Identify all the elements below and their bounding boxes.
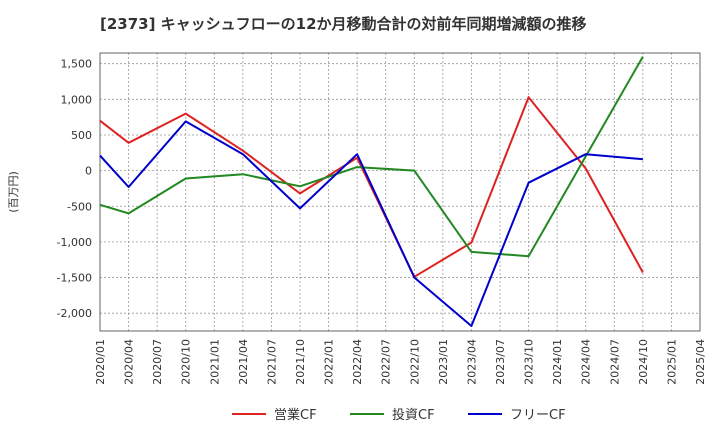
y-tick-label: -1,500 [57,272,92,285]
x-tick-label: 2021/04 [237,339,250,385]
y-tick-label: -2,000 [57,307,92,320]
series-line-1 [99,96,644,278]
x-tick-label: 2023/07 [494,339,507,385]
x-tick-label: 2020/01 [94,339,107,385]
series-line-2 [99,56,644,258]
y-tick-label: -500 [67,200,92,213]
x-tick-label: 2021/10 [294,339,307,385]
series-line-3 [99,120,643,327]
x-tick-label: 2023/04 [465,339,478,385]
x-tick-label: 2020/10 [180,339,193,385]
y-tick-label: 0 [85,165,92,178]
x-tick-label: 2024/04 [580,339,593,385]
legend-label: 投資CF [392,407,435,423]
x-tick-label: 2021/07 [265,339,278,385]
x-tick-label: 2024/10 [637,339,650,385]
x-tick-label: 2025/04 [694,339,707,385]
chart-title: [2373] キャッシュフローの12か月移動合計の対前年同期増減額の推移 [100,15,587,33]
x-tick-label: 2023/01 [437,339,450,385]
x-tick-label: 2020/04 [123,339,136,385]
y-tick-label: -1,000 [57,236,92,249]
x-tick-label: 2024/07 [608,339,621,385]
x-tick-label: 2025/01 [665,339,678,385]
legend-label: 営業CF [274,407,317,423]
x-tick-label: 2020/07 [151,339,164,385]
x-tick-label: 2021/01 [208,339,221,385]
x-tick-label: 2022/01 [323,339,336,385]
x-tick-label: 2024/01 [551,339,564,385]
plot-area [99,52,701,332]
legend-label: フリーCF [510,408,566,423]
x-tick-label: 2022/04 [351,339,364,385]
y-tick-label: 500 [71,129,92,142]
x-tick-label: 2022/10 [408,339,421,385]
x-tick-label: 2022/07 [380,339,393,385]
y-tick-label: 1,000 [61,93,93,106]
y-tick-label: 1,500 [61,58,93,71]
y-axis-label: (百万円) [7,171,20,213]
x-tick-label: 2023/10 [523,339,536,385]
